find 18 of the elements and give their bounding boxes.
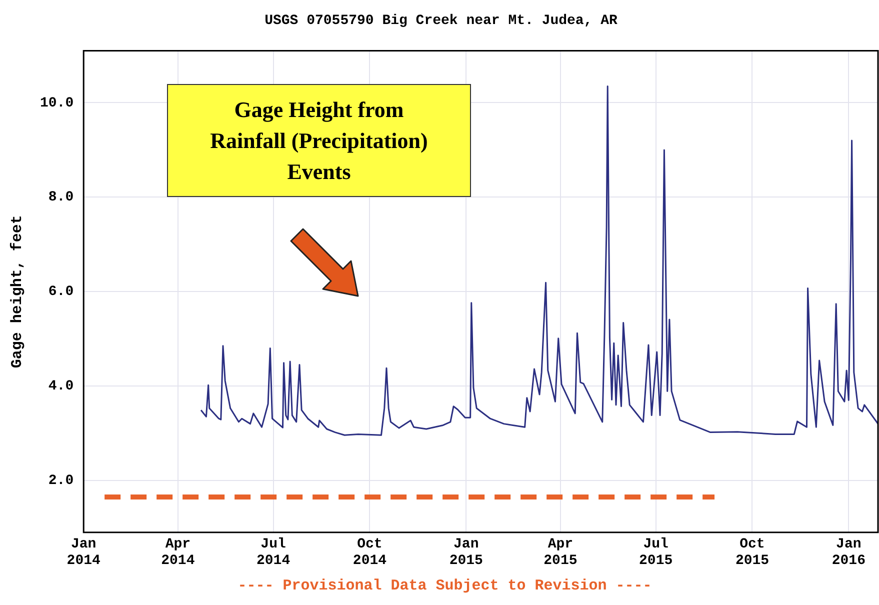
x-tick-label: Apr 2014	[161, 536, 195, 570]
x-tick-label: Jan 2015	[449, 536, 483, 570]
x-tick-label: Jan 2016	[832, 536, 866, 570]
x-tick-label: Jul 2014	[256, 536, 290, 570]
y-tick-label: 4.0	[48, 378, 74, 395]
y-tick-label: 6.0	[48, 284, 74, 300]
x-tick-label: Jul 2015	[639, 536, 673, 570]
y-axis-title: Gage height, feet	[8, 215, 26, 368]
y-tick-label: 10.0	[40, 95, 74, 112]
chart-title: USGS 07055790 Big Creek near Mt. Judea, AR	[264, 12, 618, 29]
x-tick-label: Apr 2015	[544, 536, 578, 570]
x-tick-label: Oct 2014	[352, 536, 387, 570]
text: ---- Provisional Data Subject to Revision ----	[238, 577, 652, 594]
x-tick-label: Jan 2014	[66, 536, 100, 570]
x-tick-label: Oct 2015	[735, 536, 770, 570]
callout-box: Gage Height from Rainfall (Precipitation) Events	[167, 84, 471, 197]
y-tick-label: 8.0	[48, 190, 74, 206]
y-tick-label: 2.0	[48, 472, 74, 489]
